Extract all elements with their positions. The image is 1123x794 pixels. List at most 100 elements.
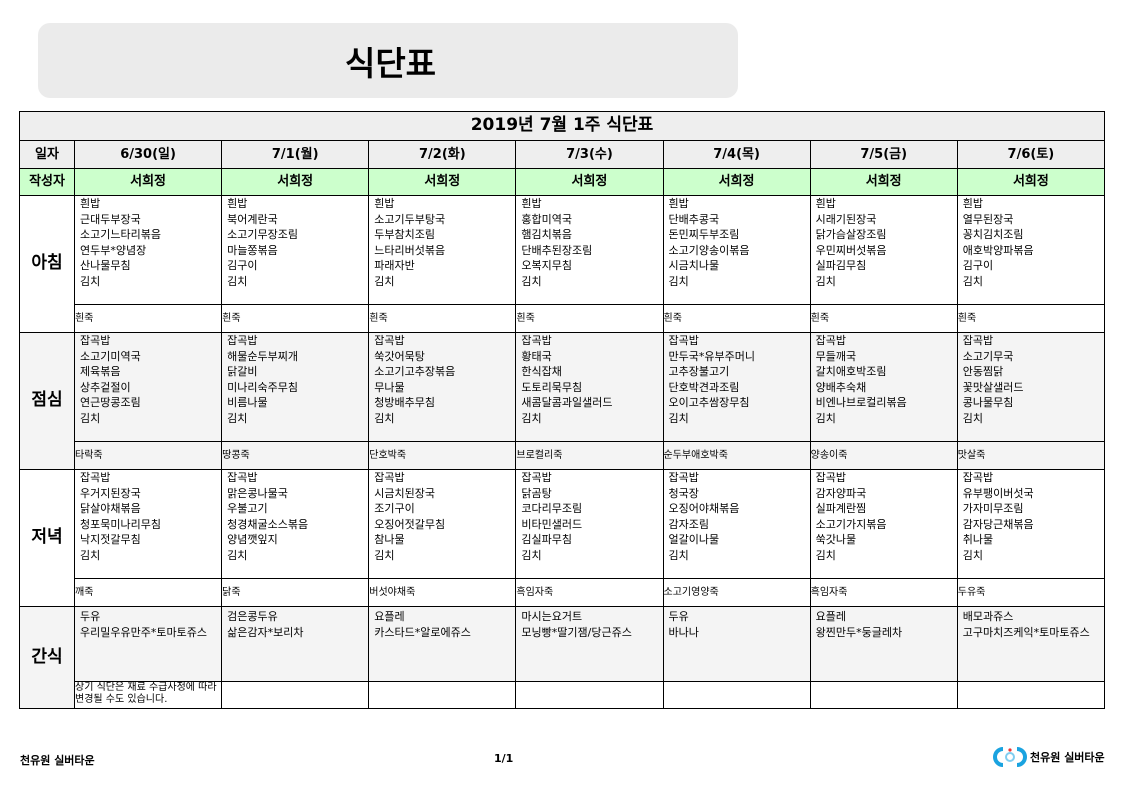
menu-item: 김치 [815,548,836,562]
menu-item: 조기구이 [374,502,415,515]
menu-item: 흰밥 [80,197,101,210]
porridge-cell: 흰죽 [809,304,958,333]
menu-item: 돈민찌두부조림 [668,228,740,241]
empty-cell [809,681,958,709]
menu-item: 김치 [227,274,248,288]
menu-cell: 잡곡밥 해물순두부찌개 닭갈비 미나리숙주무침 비름나물 김치 [221,332,370,442]
snack-row: 간식 두유 우리밀우유만주*토마토쥬스 검은콩두유 삶은감자*보리차 요플레 카스타드*알로… [18,606,1106,709]
menu-item: 바나나 [668,625,699,639]
menu-cell: 잡곡밥 황태국 한식잡채 도토리묵무침 새콤달콤과일샐러드 김치 [515,332,664,442]
menu-item: 황태국 [521,349,552,363]
menu-item: 단배추된장조림 [521,243,593,257]
menu-item: 요플레 [374,610,405,623]
menu-item: 고추장불고기 [668,365,730,378]
menu-item: 가자미무조림 [962,502,1024,515]
menu-item: 김치 [521,274,542,288]
logo: 천유원 실버타운 [993,746,1105,768]
author-cell: 서희정 [74,168,223,196]
menu-item: 흰밥 [815,197,836,210]
menu-item: 꽁치김치조림 [962,228,1024,241]
menu-item: 무들깨국 [815,349,857,363]
menu-item: 김치 [521,548,542,562]
menu-item: 감자당근채볶음 [962,517,1034,531]
menu-item: 고구마치즈케익*토마토쥬스 [962,625,1090,639]
menu-item: 얼갈이나물 [668,533,720,546]
menu-item: 비름나물 [227,396,268,409]
menu-item: 오징어야채볶음 [668,502,740,515]
menu-item: 시금치된장국 [374,486,436,500]
menu-item: 감자조림 [668,517,710,531]
author-cell: 서희정 [515,168,664,196]
menu-item: 김치 [668,548,689,562]
menu-item: 코다리무조림 [521,502,583,515]
menu-cell: 잡곡밥 유부팽이버섯국 가자미무조림 감자당근채볶음 취나물 김치 [956,469,1106,579]
menu-cell: 흰밥 홍합미역국 햄김치볶음 단배추된장조림 오복지무침 김치 [515,195,664,305]
menu-item: 김구이 [227,259,258,272]
porridge-cell: 흑임자죽 [515,578,664,607]
menu-item: 양념깻잎지 [227,533,278,546]
menu-item: 잡곡밥 [962,471,994,484]
porridge-cell: 버섯야채죽 [368,578,517,607]
menu-item: 두유 [668,610,689,623]
menu-item: 쑥갓나물 [815,533,857,546]
menu-item: 햄김치볶음 [521,228,573,241]
menu-item: 느타리버섯볶음 [374,243,446,257]
menu-item: 오징어젓갈무침 [374,517,446,531]
menu-item: 김치 [668,274,689,288]
menu-item: 오이고추쌈장무침 [668,396,750,409]
menu-item: 우리밀우유만주*토마토쥬스 [80,625,207,639]
menu-item: 근대두부장국 [80,212,141,226]
menu-item: 감자양파국 [815,486,867,500]
menu-item: 소고기미역국 [80,349,141,363]
menu-item: 꽃맛살샐러드 [962,380,1024,394]
menu-item: 연근땅콩조림 [80,396,141,409]
menu-item: 산나물무침 [80,259,131,272]
author-cell: 서희정 [221,168,370,196]
menu-item: 청포묵미나리무침 [80,517,161,531]
porridge-cell: 두유죽 [956,578,1106,607]
logo-text: 천유원 실버타운 [1030,751,1105,764]
porridge-row: 타락죽 땅콩죽 단호박죽 브로컬리죽 순두부애호박죽 양송이죽 맛살죽 [20,441,1106,470]
author-cell: 서희정 [956,168,1106,196]
menu-item: 양배추숙채 [815,380,867,394]
menu-item: 김치 [815,411,836,425]
menu-item: 잡곡밥 [521,334,552,347]
date-cell: 7/1(월) [221,140,370,169]
snack-cell: 마시는요거트 모닝빵*딸기잼/당근쥬스 [515,606,664,682]
date-cell: 7/3(수) [515,140,664,169]
menu-item: 잡곡밥 [80,334,111,347]
porridge-cell: 땅콩죽 [221,441,370,470]
porridge-cell: 흰죽 [662,304,811,333]
menu-item: 잡곡밥 [227,334,258,347]
author-cell: 서희정 [809,168,958,196]
page-title: 식단표 [344,44,437,83]
menu-item: 맑은콩나물국 [227,486,288,500]
menu-item: 두유 [80,610,101,623]
menu-item: 흰밥 [962,197,984,210]
author-row: 작성자 서희정 서희정 서희정 서희정 서희정 서희정 서희정 [18,168,1106,196]
menu-item: 닭살야채볶음 [80,502,141,515]
meal-row: 점심 잡곡밥 소고기미역국 제육볶음 상추겉절이 연근땅콩조림 김치 잡곡밥 해물순두부찌개 닭갈… [18,332,1106,470]
menu-item: 김치 [962,411,984,425]
menu-item: 두부참치조림 [374,228,436,241]
menu-item: 배모과쥬스 [962,610,1014,623]
menu-item: 연두부*양념장 [80,243,147,257]
menu-item: 유부팽이버섯국 [962,486,1034,500]
menu-item: 해물순두부찌개 [227,349,298,363]
menu-item: 단배추콩국 [668,212,720,226]
porridge-cell: 닭죽 [221,578,370,607]
empty-cell [368,681,517,709]
meal-row: 아침 흰밥 근대두부장국 소고기느타리볶음 연두부*양념장 산나물무침 김치 흰밥 북어계란국 소… [18,195,1106,333]
snack-cell: 요플레 왕찐만두*둥글레차 [809,606,958,682]
menu-item: 검은콩두유 [227,610,278,623]
menu-item: 쑥갓어묵탕 [374,349,425,363]
snack-cell: 검은콩두유 삶은감자*보리차 [221,606,370,682]
menu-item: 카스타드*알로에쥬스 [374,625,471,639]
menu-item: 잡곡밥 [668,471,699,484]
menu-item: 우민찌버섯볶음 [815,243,887,257]
menu-cell: 잡곡밥 무들깨국 갈치애호박조림 양배추숙채 비엔나브로컬리볶음 김치 [809,332,958,442]
menu-cell: 흰밥 열무된장국 꽁치김치조림 애호박양파볶음 김구이 김치 [956,195,1106,305]
menu-item: 김치 [962,548,984,562]
